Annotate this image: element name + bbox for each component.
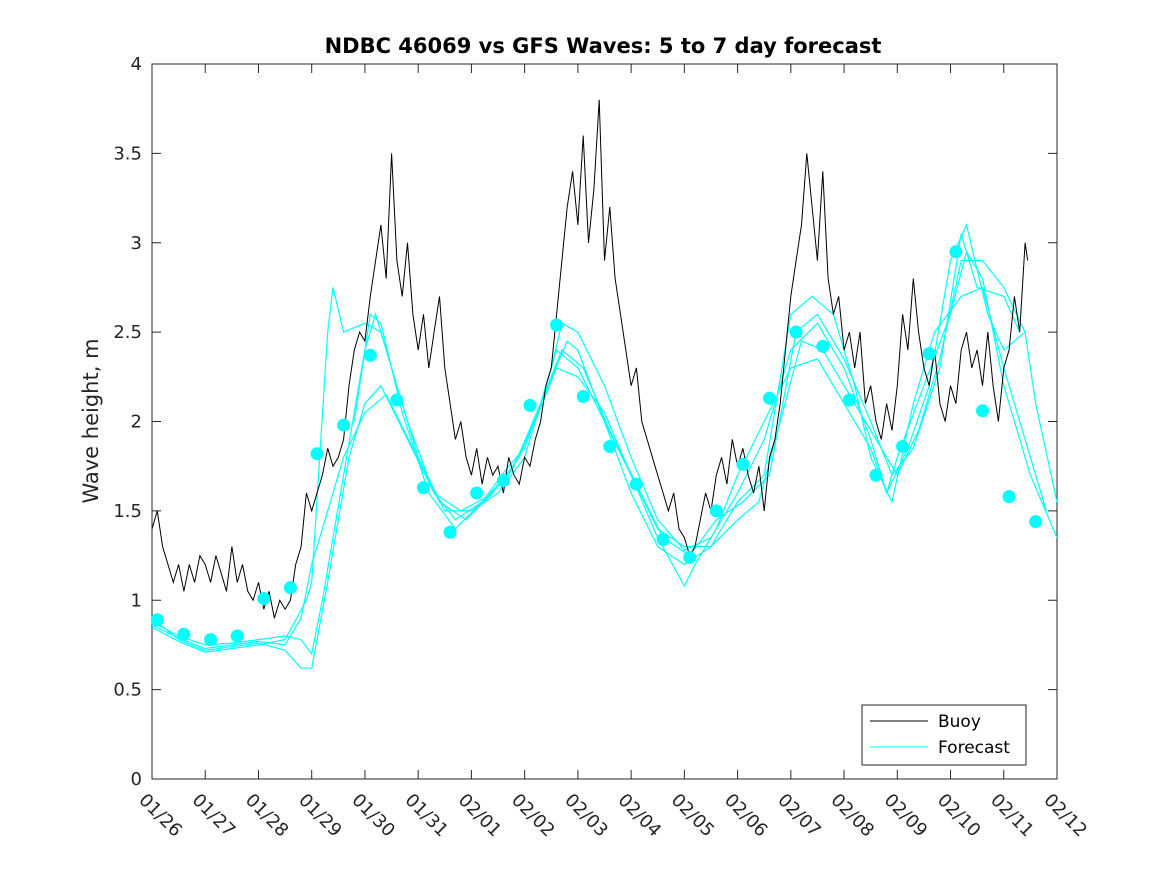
forecast-point: [1002, 490, 1016, 504]
forecast-point: [363, 348, 377, 362]
forecast-point: [816, 339, 830, 353]
forecast-point: [230, 629, 244, 643]
forecast-point: [842, 393, 856, 407]
y-tick-label: 1.5: [113, 501, 142, 522]
forecast-point: [443, 525, 457, 539]
x-tick-label: 02/05: [667, 790, 719, 842]
forecast-point: [470, 486, 484, 500]
x-tick-label: 01/28: [241, 790, 293, 842]
forecast-point: [896, 440, 910, 453]
forecast-run-line: [151, 233, 1021, 650]
legend: Buoy Forecast: [861, 704, 1027, 766]
y-tick-label: 3.5: [113, 143, 142, 164]
x-tick-label: 01/29: [294, 790, 346, 842]
y-tick-label: 3: [131, 233, 142, 254]
y-tick-label: 1: [131, 590, 142, 611]
forecast-point: [922, 347, 936, 361]
y-tick-label: 0: [131, 769, 142, 790]
x-tick-label: 01/30: [347, 790, 399, 842]
x-tick-label: 02/10: [933, 790, 985, 842]
x-tick-label: 01/31: [401, 790, 453, 842]
forecast-point: [576, 390, 590, 403]
x-tick-label: 01/26: [134, 790, 186, 842]
forecast-point: [283, 581, 297, 595]
forecast-point: [603, 440, 617, 453]
forecast-point: [683, 550, 697, 564]
forecast-point: [550, 318, 564, 332]
x-tick-label: 02/12: [1039, 790, 1091, 842]
legend-box: [861, 704, 1027, 766]
y-axis-label: Wave height, m: [79, 338, 103, 503]
x-tick-label: 02/01: [454, 790, 506, 842]
legend-buoy-label: Buoy: [938, 712, 981, 732]
forecast-point: [869, 468, 883, 482]
buoy-line: [151, 99, 1029, 619]
forecast-run-line: [151, 250, 1058, 656]
forecast-point: [257, 592, 271, 605]
forecast-point: [789, 325, 803, 339]
chart-title: NDBC 46069 vs GFS Waves: 5 to 7 day fore…: [325, 34, 882, 58]
legend-forecast-label: Forecast: [938, 738, 1010, 758]
forecast-point: [204, 633, 218, 647]
y-tick-label: 2: [131, 412, 142, 433]
x-tick-label: 02/11: [986, 790, 1038, 842]
forecast-point: [337, 418, 351, 432]
x-tick-label: 02/06: [720, 790, 772, 842]
forecast-point: [1029, 515, 1043, 529]
x-tick-label: 02/04: [614, 790, 666, 842]
x-tick-label: 02/08: [827, 790, 879, 842]
x-tick-label: 01/27: [188, 790, 240, 842]
x-tick-label: 02/09: [880, 790, 932, 842]
forecast-run-line: [151, 286, 1047, 653]
forecast-point: [150, 613, 164, 627]
forecast-point: [496, 474, 510, 487]
x-tick-label: 02/03: [560, 790, 612, 842]
x-tick-label: 02/07: [773, 790, 825, 842]
forecast-point: [949, 245, 963, 259]
forecast-point: [390, 393, 404, 407]
forecast-point: [310, 447, 324, 461]
forecast-point: [709, 504, 723, 518]
y-tick-label: 2.5: [113, 322, 142, 343]
forecast-point: [656, 533, 670, 546]
forecast-point: [177, 627, 191, 641]
y-tick-label: 4: [131, 54, 142, 75]
forecast-point: [976, 404, 989, 418]
forecast-point: [629, 477, 643, 491]
x-tick-label: 02/02: [507, 790, 559, 842]
forecast-point: [763, 391, 776, 405]
forecast-point: [417, 481, 430, 495]
forecast-point: [523, 398, 537, 412]
y-tick-label: 0.5: [113, 680, 142, 701]
forecast-point: [736, 457, 750, 471]
